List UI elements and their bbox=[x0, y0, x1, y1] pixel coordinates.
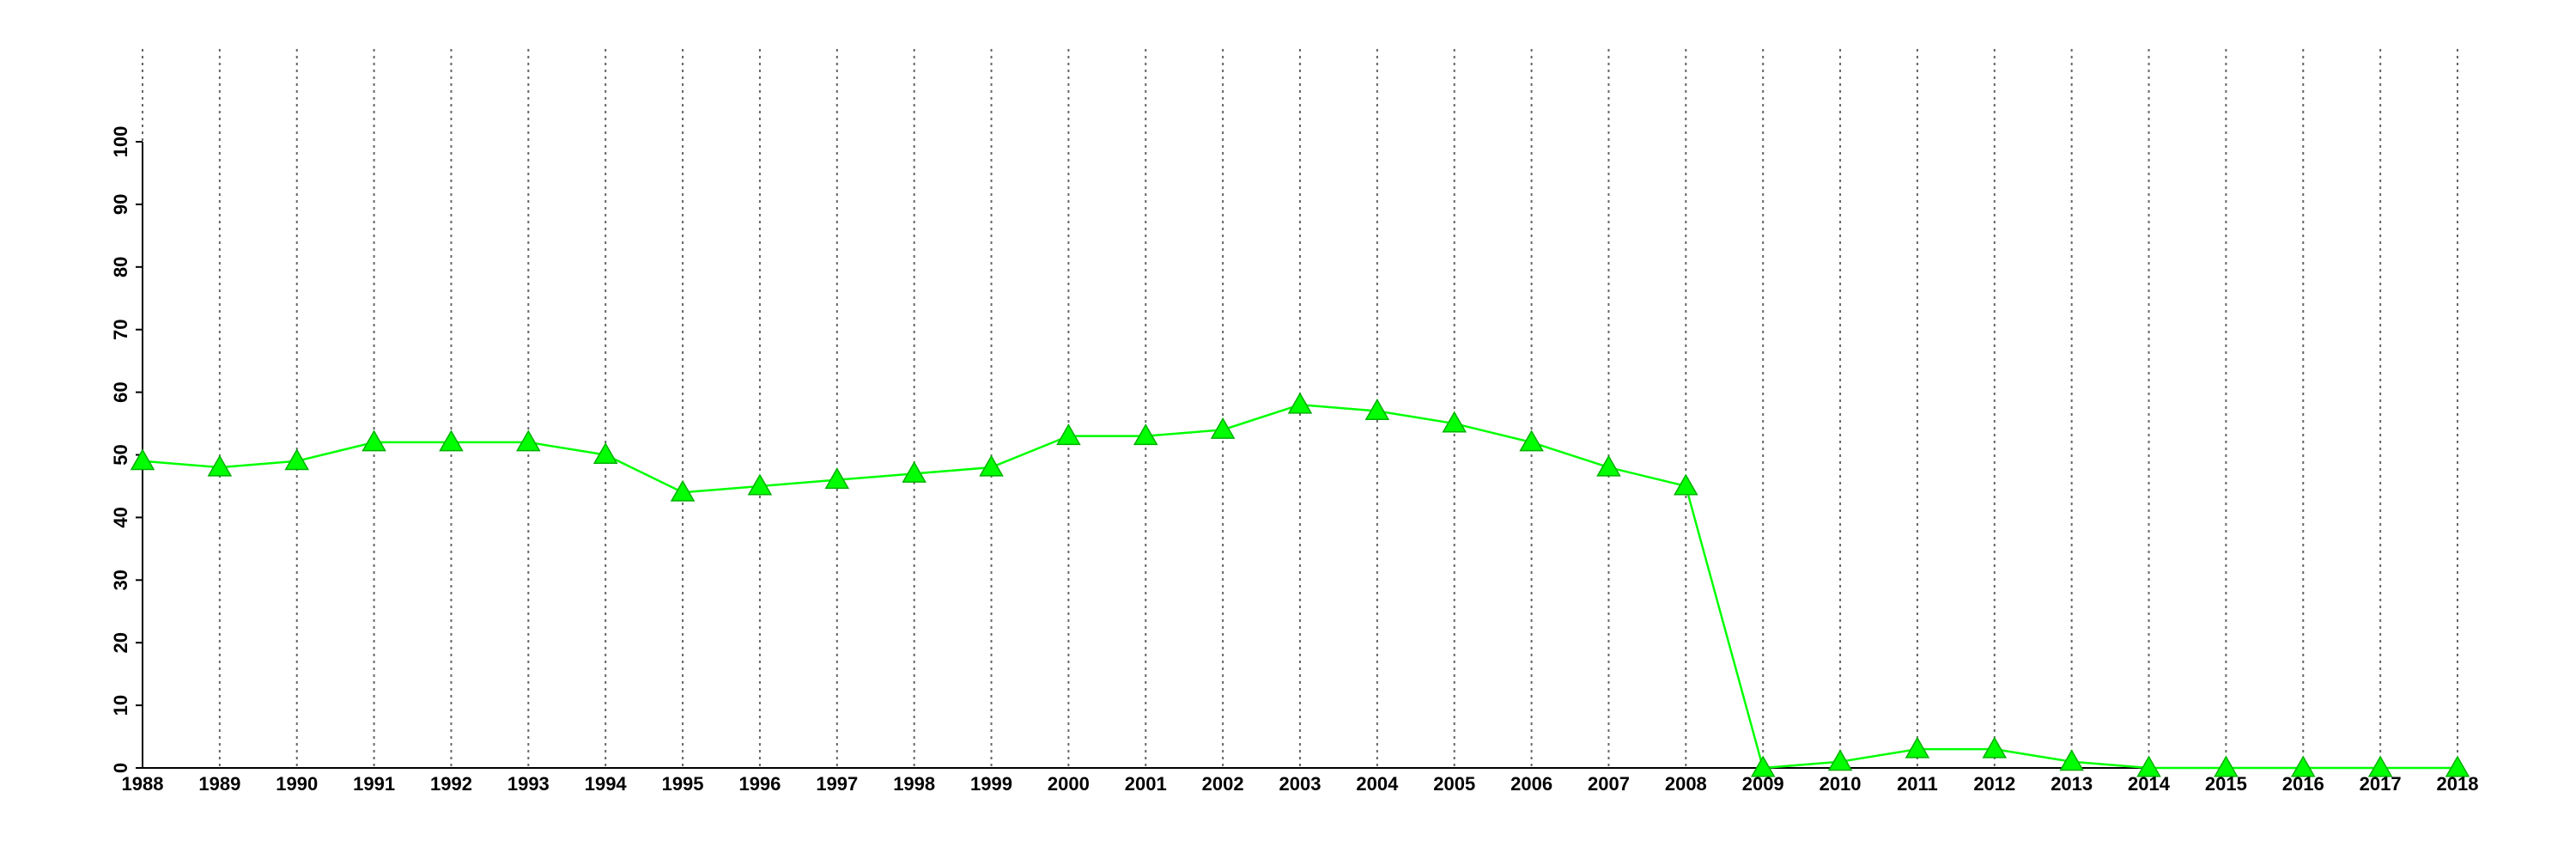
data-point bbox=[1442, 411, 1467, 433]
data-point bbox=[1133, 423, 1158, 446]
data-point bbox=[824, 467, 850, 490]
data-point bbox=[1674, 473, 1698, 496]
data-point bbox=[1287, 392, 1313, 414]
x-tick-label: 2002 bbox=[1202, 773, 1244, 795]
y-tick-label: 100 bbox=[110, 126, 131, 158]
x-tick-label: 1994 bbox=[585, 773, 628, 795]
data-point bbox=[439, 430, 464, 452]
data-point bbox=[2214, 755, 2239, 777]
data-point bbox=[670, 479, 696, 502]
data-point bbox=[516, 430, 541, 452]
x-tick-label: 2012 bbox=[1973, 773, 2015, 795]
x-tick-label: 1995 bbox=[662, 773, 704, 795]
x-tick-label: 2010 bbox=[1820, 773, 1862, 795]
data-point bbox=[1056, 423, 1081, 446]
data-point bbox=[2290, 755, 2316, 777]
data-point bbox=[747, 473, 773, 496]
x-tick-label: 2008 bbox=[1665, 773, 1707, 795]
x-tick-label: 1999 bbox=[970, 773, 1012, 795]
data-point bbox=[1210, 417, 1236, 439]
data-point bbox=[361, 430, 386, 452]
x-tick-label: 2011 bbox=[1897, 773, 1938, 795]
x-tick-label: 1989 bbox=[198, 773, 240, 795]
y-tick-label: 50 bbox=[110, 444, 131, 465]
x-tick-label: 1988 bbox=[122, 773, 164, 795]
x-tick-label: 2013 bbox=[2050, 773, 2093, 795]
data-point bbox=[902, 460, 927, 483]
data-point bbox=[284, 448, 310, 471]
x-tick-label: 1998 bbox=[893, 773, 935, 795]
x-tick-label: 2004 bbox=[1356, 773, 1399, 795]
y-tick-label: 40 bbox=[110, 507, 131, 527]
y-tick-label: 60 bbox=[110, 381, 131, 402]
data-point bbox=[1905, 736, 1930, 758]
y-tick-label: 0 bbox=[110, 763, 131, 773]
x-tick-label: 2001 bbox=[1125, 773, 1167, 795]
x-tick-label: 2006 bbox=[1510, 773, 1552, 795]
data-point bbox=[1982, 736, 2008, 758]
y-tick-label: 70 bbox=[110, 319, 131, 339]
data-point bbox=[1750, 755, 1776, 777]
data-point bbox=[979, 454, 1004, 477]
x-tick-label: 2003 bbox=[1279, 773, 1321, 795]
x-tick-label: 2007 bbox=[1588, 773, 1630, 795]
data-point bbox=[1827, 749, 1853, 771]
data-point bbox=[207, 454, 233, 477]
x-tick-label: 1996 bbox=[738, 773, 781, 795]
data-point bbox=[592, 442, 618, 464]
data-point bbox=[1596, 454, 1621, 477]
data-point bbox=[1519, 430, 1544, 452]
x-tick-label: 2005 bbox=[1433, 773, 1475, 795]
y-tick-label: 10 bbox=[110, 695, 131, 716]
data-point bbox=[2367, 755, 2393, 777]
x-tick-label: 1993 bbox=[507, 773, 550, 795]
x-tick-label: 1990 bbox=[276, 773, 318, 795]
y-tick-label: 30 bbox=[110, 570, 131, 590]
x-tick-label: 1997 bbox=[816, 773, 858, 795]
y-tick-label: 80 bbox=[110, 257, 131, 277]
y-tick-label: 20 bbox=[110, 632, 131, 653]
data-point bbox=[130, 448, 155, 471]
x-tick-label: 2000 bbox=[1048, 773, 1090, 795]
y-tick-label: 90 bbox=[110, 194, 131, 215]
data-point bbox=[2445, 755, 2470, 777]
data-point bbox=[2059, 749, 2084, 771]
x-tick-label: 1992 bbox=[430, 773, 472, 795]
data-point bbox=[1364, 398, 1390, 420]
x-tick-label: 1991 bbox=[353, 773, 395, 795]
data-point bbox=[2136, 755, 2161, 777]
